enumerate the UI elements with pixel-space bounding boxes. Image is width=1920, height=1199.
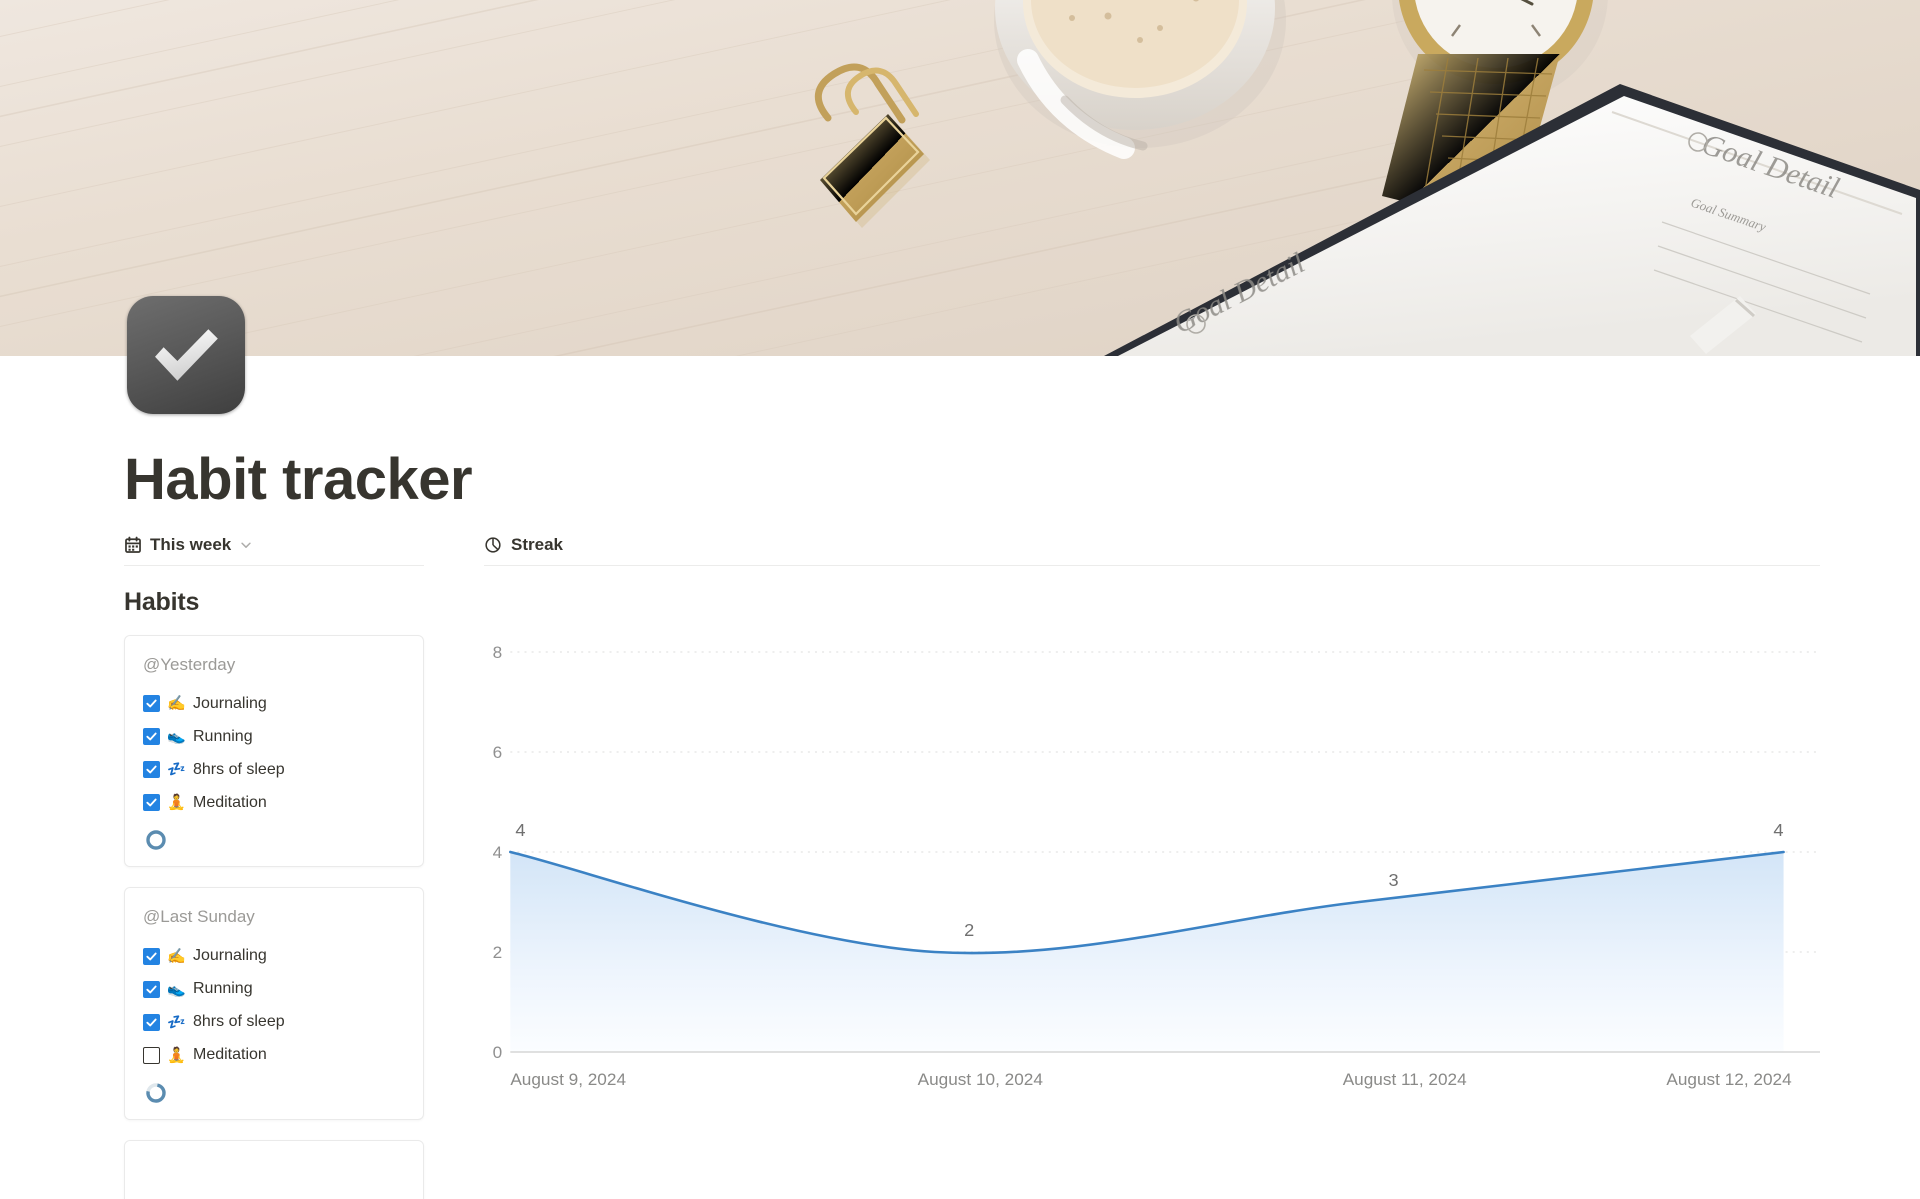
cover-illustration: Goal Detail Goal Summary Goal Detail bbox=[0, 0, 1920, 356]
habit-checkbox[interactable] bbox=[143, 947, 160, 965]
habit-card[interactable]: @Last Sunday ✍️ Journaling 👟 Running bbox=[124, 887, 424, 1120]
page-icon[interactable] bbox=[127, 296, 245, 414]
habits-heading: Habits bbox=[124, 588, 200, 616]
svg-text:4: 4 bbox=[1773, 820, 1783, 840]
white-pen bbox=[1690, 296, 1756, 354]
svg-text:August 10, 2024: August 10, 2024 bbox=[918, 1070, 1043, 1089]
habit-label: Meditation bbox=[193, 1046, 267, 1063]
chart-x-axis-labels: August 9, 2024 August 10, 2024 August 11, … bbox=[510, 1070, 1791, 1089]
svg-text:August 9, 2024: August 9, 2024 bbox=[510, 1070, 626, 1089]
habit-label: Running bbox=[193, 727, 253, 745]
habit-checkbox[interactable] bbox=[143, 695, 160, 713]
habit-item[interactable]: 💤 8hrs of sleep bbox=[143, 753, 405, 786]
check-icon bbox=[146, 985, 157, 993]
habit-label: Journaling bbox=[193, 694, 267, 712]
svg-text:6: 6 bbox=[493, 743, 503, 762]
svg-text:August 12, 2024: August 12, 2024 bbox=[1666, 1070, 1791, 1089]
chart-y-axis-labels: 0 2 4 6 8 bbox=[493, 643, 503, 1062]
goal-planner-notebook: Goal Detail Goal Summary Goal Detail bbox=[1104, 84, 1920, 356]
coffee-cup bbox=[994, 0, 1286, 159]
habit-progress-wrap bbox=[143, 1072, 405, 1105]
habit-card-date: @Yesterday bbox=[143, 655, 236, 674]
checkmark-icon bbox=[155, 329, 218, 381]
sleep-zzz-emoji: 💤 bbox=[167, 761, 186, 779]
tab-streak-label: Streak bbox=[511, 535, 563, 554]
page-title: Habit tracker bbox=[124, 447, 473, 512]
habit-progress-wrap bbox=[143, 819, 405, 852]
chevron-down-icon[interactable] bbox=[239, 538, 253, 552]
streak-chart-column: Streak 0 2 4 6 8 bbox=[484, 531, 1920, 1092]
habits-column: This week Habits @Yesterday ✍️ Journalin… bbox=[124, 531, 424, 1199]
meditation-emoji: 🧘 bbox=[167, 794, 186, 812]
writing-hand-emoji: ✍️ bbox=[167, 695, 186, 713]
calendar-icon bbox=[125, 536, 141, 553]
habit-card[interactable]: @Yesterday ✍️ Journaling 👟 Running bbox=[124, 635, 424, 868]
check-icon bbox=[146, 798, 157, 807]
habit-label: Meditation bbox=[193, 793, 267, 811]
chart-line bbox=[508, 850, 1785, 955]
habit-item[interactable]: 🧘 Meditation bbox=[143, 1039, 405, 1072]
page-content: This week Habits @Yesterday ✍️ Journalin… bbox=[0, 531, 1920, 1199]
habit-item[interactable]: 👟 Running bbox=[143, 720, 405, 753]
habit-item[interactable]: 🧘 Meditation bbox=[143, 786, 405, 819]
habit-card[interactable] bbox=[124, 1139, 424, 1199]
chart-point-labels: 4 2 3 4 bbox=[515, 820, 1783, 940]
habit-checkbox[interactable] bbox=[143, 728, 160, 746]
habit-item[interactable]: ✍️ Journaling bbox=[143, 687, 405, 720]
habit-item[interactable]: 💤 8hrs of sleep bbox=[143, 1006, 405, 1039]
binder-clip bbox=[815, 63, 930, 228]
check-icon bbox=[146, 1018, 157, 1026]
habit-checkbox[interactable] bbox=[143, 980, 160, 998]
habit-checkbox[interactable] bbox=[143, 1013, 160, 1031]
tab-divider bbox=[484, 565, 1820, 566]
writing-hand-emoji: ✍️ bbox=[167, 947, 186, 965]
svg-text:3: 3 bbox=[1388, 870, 1398, 890]
check-icon bbox=[146, 732, 157, 741]
habit-item[interactable]: ✍️ Journaling bbox=[143, 940, 405, 973]
streak-chart[interactable]: 0 2 4 6 8 4 2 3 4 August 9, 2024 August 10, 2024… bbox=[484, 592, 1820, 1092]
habit-label: Running bbox=[193, 980, 253, 997]
page-cover-image: Goal Detail Goal Summary Goal Detail bbox=[0, 0, 1920, 356]
habit-label: 8hrs of sleep bbox=[193, 760, 285, 778]
chart-area-fill bbox=[510, 852, 1784, 1052]
running-shoe-emoji: 👟 bbox=[167, 728, 186, 746]
tab-streak[interactable]: Streak bbox=[484, 531, 1820, 565]
streak-area-chart: 0 2 4 6 8 4 2 3 4 August 9, 2024 August 10, 2024… bbox=[493, 643, 1820, 1089]
habit-label: Journaling bbox=[193, 947, 267, 964]
habit-item[interactable]: 👟 Running bbox=[143, 973, 405, 1006]
svg-text:0: 0 bbox=[493, 1043, 503, 1062]
habit-checkbox[interactable] bbox=[143, 794, 160, 812]
svg-text:2: 2 bbox=[493, 943, 503, 962]
view-selector[interactable]: This week bbox=[124, 531, 424, 565]
svg-text:4: 4 bbox=[493, 843, 503, 862]
svg-text:8: 8 bbox=[493, 643, 503, 662]
habit-checkbox[interactable] bbox=[143, 1046, 160, 1064]
sleep-zzz-emoji: 💤 bbox=[167, 1013, 186, 1031]
habit-label: 8hrs of sleep bbox=[193, 1013, 285, 1030]
check-icon bbox=[146, 765, 157, 774]
meditation-emoji: 🧘 bbox=[167, 1046, 186, 1064]
check-icon bbox=[146, 699, 157, 708]
pie-chart-icon bbox=[485, 537, 501, 553]
running-shoe-emoji: 👟 bbox=[167, 980, 186, 998]
progress-ring-icon bbox=[146, 830, 166, 850]
svg-text:2: 2 bbox=[964, 920, 974, 940]
view-selector-label: This week bbox=[150, 535, 232, 554]
check-icon bbox=[146, 952, 157, 960]
view-divider bbox=[124, 565, 424, 566]
habit-card-date: @Last Sunday bbox=[143, 907, 255, 927]
habit-checkbox[interactable] bbox=[143, 761, 160, 779]
svg-text:August 11, 2024: August 11, 2024 bbox=[1343, 1070, 1467, 1089]
svg-text:4: 4 bbox=[515, 820, 525, 840]
progress-ring-icon bbox=[146, 1082, 166, 1103]
